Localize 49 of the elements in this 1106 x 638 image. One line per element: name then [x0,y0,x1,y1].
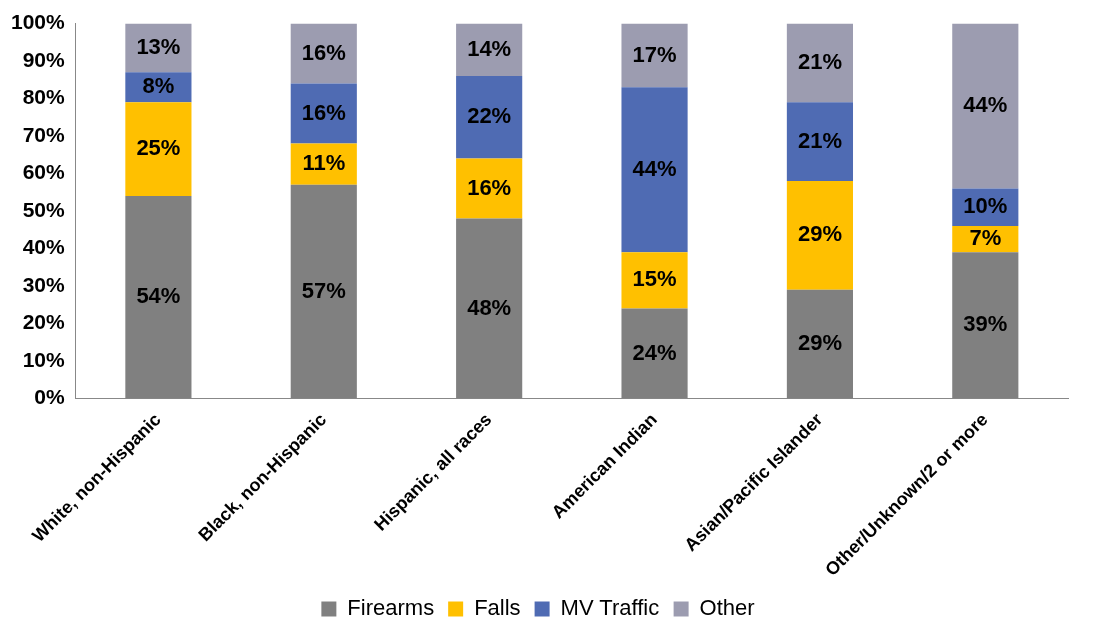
text: 44% [963,92,1008,118]
text: 8% [142,73,175,99]
text: 17% [632,41,677,67]
text: 44% [632,155,677,181]
y-tick-label: 30% [22,272,66,296]
text: 13% [136,34,181,60]
text: 57% [301,277,346,303]
text: 16% [301,39,346,65]
y-tick-label: 0% [34,385,66,409]
text: 10% [963,193,1008,219]
bar [621,87,688,253]
bar [125,102,192,197]
text: 22% [467,103,512,129]
bar [456,158,523,219]
text: 7% [969,225,1002,251]
y-tick-label: 100% [10,10,66,34]
text: 39% [963,311,1008,337]
text: 29% [797,330,842,356]
legend-label: Other [699,595,755,621]
legend-label: MV Traffic [560,595,660,621]
bar [952,23,1019,189]
text: 14% [467,35,512,61]
text: 24% [632,339,677,365]
text: 54% [136,283,181,309]
y-tick-label: 20% [22,310,66,334]
y-tick-label: 70% [22,122,66,146]
y-tick-label: 60% [22,160,66,184]
y-tick-label: 10% [22,347,66,371]
bar [621,23,688,88]
y-tick-label: 40% [22,235,66,259]
y-tick-label: 90% [22,47,66,71]
bar [786,23,853,103]
legend-label: Firearms [347,595,435,621]
text: 21% [797,49,842,75]
text: 25% [136,135,181,161]
text: 29% [797,221,842,247]
text: 48% [467,294,512,320]
text: 15% [632,266,677,292]
text: 21% [797,127,842,153]
bar [621,252,688,309]
text: 16% [301,99,346,125]
bar [786,181,853,290]
legend-label: Falls [474,595,521,621]
bar [786,102,853,182]
text: 16% [467,174,512,200]
y-tick-label: 80% [22,85,66,109]
bar [456,76,523,159]
text: 11% [302,150,346,176]
y-tick-label: 50% [22,197,66,221]
